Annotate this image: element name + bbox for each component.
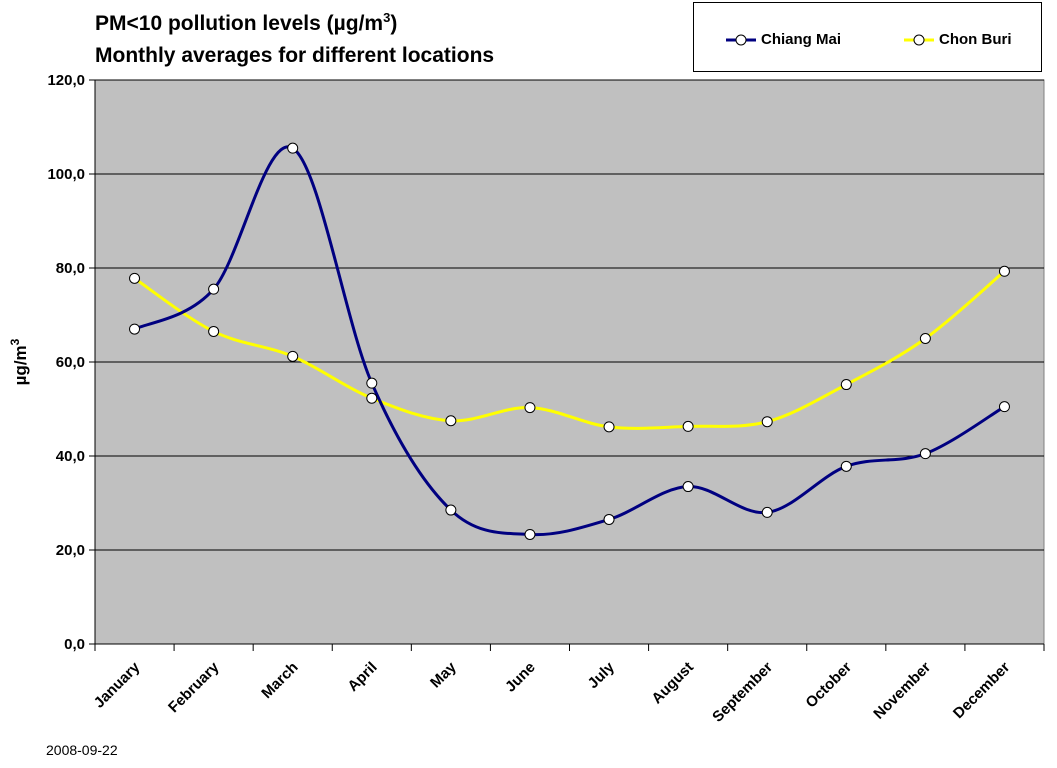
data-point-chon-buri [603,421,615,433]
legend-label-chiang-mai: Chiang Mai [761,31,842,48]
x-tick-label: January [91,658,144,711]
y-tick-label: 0,0 [64,636,85,653]
data-point-chiang-mai [840,460,852,472]
y-tick-label: 60,0 [56,354,85,371]
y-tick-label: 80,0 [56,260,85,277]
data-point-chiang-mai [287,142,299,154]
data-point-chon-buri [840,379,852,391]
y-tick-label: 20,0 [56,542,85,559]
x-tick-label: December [950,659,1013,722]
data-point-chon-buri [682,420,694,432]
legend-markers [726,34,934,46]
y-axis-label: µg/m3 [8,338,30,385]
y-tick-label: 40,0 [56,448,85,465]
data-point-chiang-mai [761,506,773,518]
data-point-chiang-mai [445,504,457,516]
x-tick-label: July [585,658,619,692]
x-tick-label: October [802,659,855,712]
chart-title-line1: PM<10 pollution levels (µg/m3) [95,10,398,35]
data-point-chon-buri [366,392,378,404]
legend-marker-chon-buri [913,34,925,46]
data-point-chon-buri [524,402,536,414]
data-point-chon-buri [287,350,299,362]
y-tick-label: 120,0 [47,72,85,89]
date-stamp: 2008-09-22 [46,742,118,758]
series-line-chon-buri [133,270,1006,430]
data-point-chon-buri [919,333,931,344]
data-point-chiang-mai [682,481,694,493]
data-point-chon-buri [129,272,141,284]
data-point-chiang-mai [998,401,1010,413]
x-tick-label: June [502,659,539,696]
chart-title-line2: Monthly averages for different locations [95,44,495,67]
y-tick-label: 100,0 [47,166,85,183]
data-point-chiang-mai [366,377,378,389]
data-point-chiang-mai [208,283,220,295]
data-point-chiang-mai [603,513,615,525]
x-tick-label: April [344,659,380,695]
x-tick-label: November [870,659,934,723]
data-point-chon-buri [998,265,1010,277]
x-tick-label: September [709,659,776,726]
x-tick-label: August [648,659,697,708]
data-point-chon-buri [445,415,457,427]
x-tick-label: March [258,659,301,702]
data-point-chon-buri [208,325,220,337]
x-tick-label: May [427,658,460,691]
legend: Chiang Mai Chon Buri [693,2,1042,72]
data-point-chiang-mai [919,448,931,460]
data-point-chon-buri [761,416,773,428]
legend-marker-chiang-mai [735,34,747,46]
x-tick-label: February [165,658,223,716]
title-superscript: 3 [383,10,391,25]
data-point-chiang-mai [129,323,141,335]
data-point-chiang-mai [524,528,536,540]
legend-label-chon-buri: Chon Buri [939,31,1012,48]
